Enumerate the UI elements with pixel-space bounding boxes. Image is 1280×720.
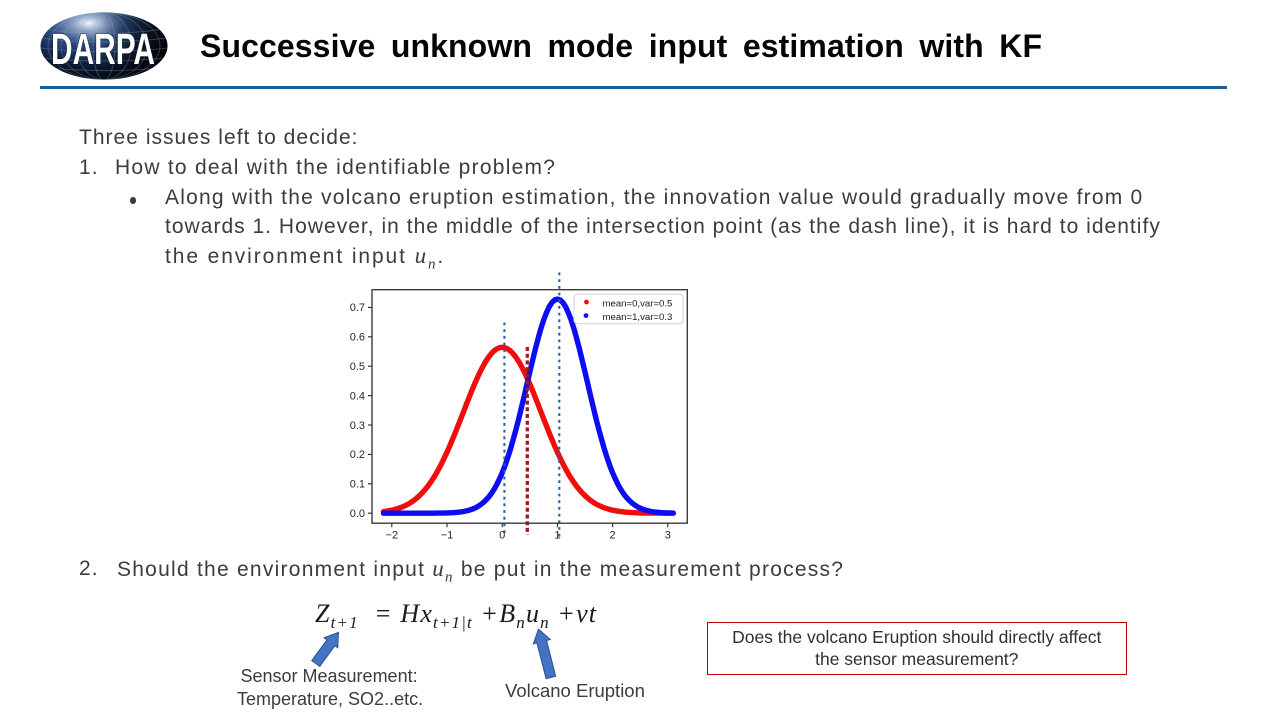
svg-text:−2: −2 <box>386 530 399 542</box>
svg-text:0.1: 0.1 <box>350 479 365 491</box>
svg-text:0.5: 0.5 <box>350 361 365 373</box>
svg-text:0.0: 0.0 <box>350 508 365 520</box>
svg-text:−1: −1 <box>441 530 454 542</box>
svg-text:0.6: 0.6 <box>350 332 365 344</box>
svg-text:0.2: 0.2 <box>350 449 365 461</box>
svg-text:0.3: 0.3 <box>350 420 365 432</box>
svg-text:1: 1 <box>554 530 560 542</box>
svg-text:DARPA: DARPA <box>51 25 155 74</box>
svg-text:0: 0 <box>499 530 505 542</box>
svg-text:mean=1,var=0.3: mean=1,var=0.3 <box>603 312 673 323</box>
svg-text:3: 3 <box>665 530 671 542</box>
svg-text:0.4: 0.4 <box>350 390 365 402</box>
svg-text:0.7: 0.7 <box>350 302 365 314</box>
svg-text:2: 2 <box>610 530 616 542</box>
svg-text:mean=0,var=0.5: mean=0,var=0.5 <box>603 298 673 309</box>
